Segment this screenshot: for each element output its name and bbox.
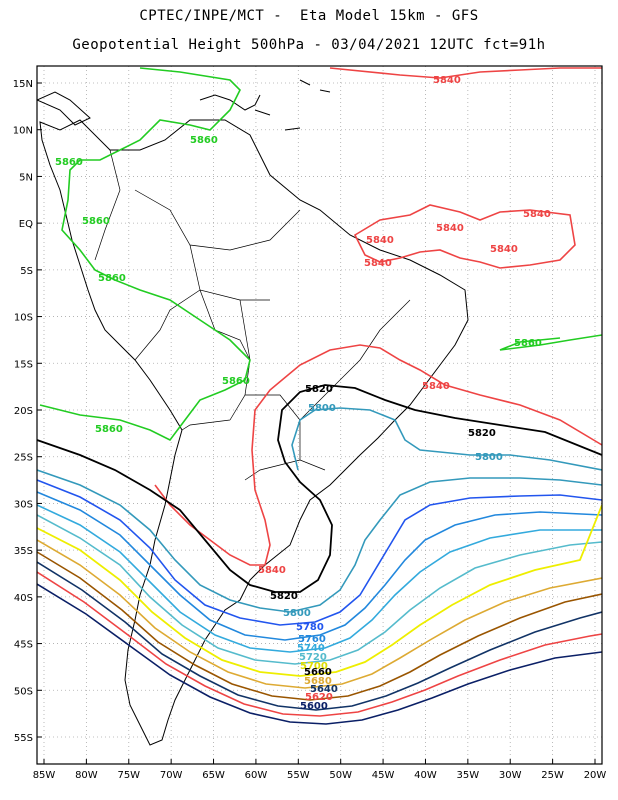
contour-5800-south <box>37 469 602 613</box>
contour-label-5840: 5840 <box>433 75 461 86</box>
contour-label-5840: 5840 <box>436 223 464 234</box>
contour-5640 <box>37 561 602 711</box>
lon-tick-label: 85W <box>33 770 56 781</box>
contour-label-5840: 5840 <box>490 244 518 255</box>
contour-5740 <box>37 504 602 653</box>
contour-label-5720: 5720 <box>299 652 327 663</box>
lon-tick-label: 55W <box>287 770 310 781</box>
contour-5720 <box>37 514 602 665</box>
contour-label-5740: 5740 <box>297 643 325 654</box>
lat-tick-label: 15N <box>13 79 33 90</box>
lat-tick-label: EQ <box>19 219 33 230</box>
contour-5840-north <box>329 67 602 79</box>
lon-tick-label: 30W <box>499 770 522 781</box>
lat-tick-label: 50S <box>14 686 33 697</box>
contour-label-5820: 5820 <box>305 384 333 395</box>
lon-tick-label: 50W <box>329 770 352 781</box>
lat-tick-label: 55S <box>14 733 33 744</box>
contour-label-5840: 5840 <box>422 381 450 392</box>
latitude-axis: 15N 10N 5N EQ 5S 10S 15S 20S 25S 30S 35S 40S 45S 50S 5… <box>13 79 42 744</box>
map-frame <box>36 65 603 765</box>
contour-5840 <box>154 344 602 566</box>
contour-5620 <box>37 571 602 717</box>
contour-label-5840: 5840 <box>523 209 551 220</box>
contour-5780 <box>37 479 602 626</box>
contour-label-5840: 5840 <box>364 258 392 269</box>
contour-5840-atlantic-cell <box>353 204 576 269</box>
contour-label-5800: 5800 <box>475 452 503 463</box>
coastlines <box>37 79 469 746</box>
contour-label-5860: 5860 <box>222 376 250 387</box>
lat-tick-label: 20S <box>14 406 33 417</box>
map-subtitle: Geopotential Height 500hPa - 03/04/2021 … <box>72 37 546 53</box>
contour-label-5800: 5800 <box>308 403 336 414</box>
contour-label-5860: 5860 <box>514 338 542 349</box>
lat-tick-label: 5N <box>19 172 33 183</box>
contour-5800 <box>291 407 602 471</box>
contour-label-5860: 5860 <box>82 216 110 227</box>
contour-label-5820: 5820 <box>468 428 496 439</box>
contour-label-5620: 5620 <box>305 692 333 703</box>
contour-label-layer: 5860 5860 5860 5860 5860 5860 5860 5840 … <box>55 75 551 712</box>
lon-tick-label: 40W <box>414 770 437 781</box>
lat-tick-label: 10S <box>14 313 33 324</box>
lon-tick-label: 70W <box>160 770 183 781</box>
lat-tick-label: 35S <box>14 546 33 557</box>
lon-tick-label: 80W <box>75 770 98 781</box>
contour-label-5860: 5860 <box>98 273 126 284</box>
longitude-axis: 85W 80W 75W 70W 65W 60W 55W 50W 45W 40W 35W 30W 25W 2… <box>33 759 607 781</box>
lon-tick-label: 35W <box>457 770 480 781</box>
lat-tick-label: 5S <box>20 266 33 277</box>
lon-tick-label: 45W <box>372 770 395 781</box>
contour-5860-east <box>499 334 602 351</box>
contour-label-5700: 5700 <box>300 661 328 672</box>
lon-tick-label: 25W <box>541 770 564 781</box>
contour-5680 <box>37 539 602 689</box>
lat-tick-label: 10N <box>13 126 33 137</box>
lat-tick-label: 15S <box>14 359 33 370</box>
contour-5600 <box>37 583 602 725</box>
contour-label-5660: 5660 <box>304 667 332 678</box>
contour-5660 <box>37 551 602 701</box>
lon-tick-label: 65W <box>202 770 225 781</box>
contour-label-5600: 5600 <box>300 701 328 712</box>
lat-tick-label: 45S <box>14 640 33 651</box>
contour-5820 <box>37 384 602 593</box>
lon-tick-label: 20W <box>584 770 607 781</box>
south-america-outline <box>39 119 469 746</box>
contour-label-5860: 5860 <box>95 424 123 435</box>
contour-label-5860: 5860 <box>190 135 218 146</box>
lat-tick-label: 25S <box>14 453 33 464</box>
islands <box>199 79 331 131</box>
contour-label-5860: 5860 <box>55 157 83 168</box>
contour-label-5680: 5680 <box>304 676 332 687</box>
contour-label-5840: 5840 <box>258 565 286 576</box>
lon-tick-label: 75W <box>117 770 140 781</box>
lat-lon-grid <box>37 66 602 764</box>
lat-tick-label: 30S <box>14 499 33 510</box>
contour-label-5800: 5800 <box>283 608 311 619</box>
contour-label-5780: 5780 <box>296 622 324 633</box>
central-america-outline <box>37 91 91 126</box>
contour-label-5640: 5640 <box>310 684 338 695</box>
contour-label-5840: 5840 <box>366 235 394 246</box>
contour-5760 <box>37 491 602 641</box>
height-contours <box>37 67 602 725</box>
lon-tick-label: 60W <box>245 770 268 781</box>
contour-label-5820: 5820 <box>270 591 298 602</box>
contour-5860-north <box>39 67 251 442</box>
contour-5700 <box>37 504 602 677</box>
lat-tick-label: 40S <box>14 593 33 604</box>
map-title: CPTEC/INPE/MCT - Eta Model 15km - GFS <box>139 8 479 24</box>
contour-label-5760: 5760 <box>298 634 326 645</box>
